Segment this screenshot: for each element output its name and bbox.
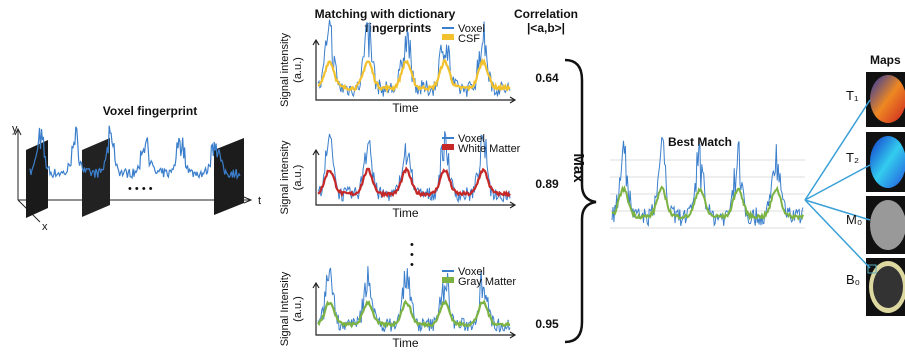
legend-entry: White Matter	[458, 143, 521, 155]
correlation: 0.64	[535, 71, 559, 85]
voxel-signal	[612, 138, 803, 226]
ellipsis: • • • •	[128, 183, 153, 195]
x-label: Time	[392, 336, 419, 350]
y-label: Signal intensity	[279, 140, 291, 214]
legend-swatch	[442, 277, 454, 283]
map-label: M₀	[846, 212, 862, 227]
legend-swatch	[442, 34, 454, 40]
map-images	[866, 72, 905, 316]
correlation: 0.89	[535, 177, 559, 191]
y-label: Signal Intensity	[279, 271, 291, 346]
y-label: Signal intensity	[279, 33, 291, 107]
match-signal	[318, 60, 510, 90]
figure: Voxel fingerprint y x t • • • • Matching…	[0, 0, 905, 356]
connectors	[805, 100, 870, 268]
map-label: T₂	[846, 150, 859, 165]
x-label: Time	[392, 206, 419, 220]
x-label: Time	[392, 101, 419, 115]
map-label: T₁	[846, 88, 859, 103]
vertical-ellipsis: •••	[410, 239, 414, 271]
max-label: Max	[570, 153, 587, 183]
axis-y: y	[12, 123, 18, 135]
matching-title: Matching with dictionary	[315, 7, 456, 21]
y-label: (a.u.)	[292, 296, 304, 322]
matching-title: fingerprints	[365, 21, 432, 35]
voxel-signal	[30, 126, 240, 178]
match-signal	[612, 187, 803, 218]
maps-title: Maps	[870, 53, 901, 67]
y-label: (a.u.)	[292, 165, 304, 191]
correlation-title: Correlation	[514, 7, 578, 21]
correlation: 0.95	[535, 317, 559, 331]
brace	[565, 60, 596, 342]
y-label: (a.u.)	[292, 57, 304, 83]
axis-x: x	[42, 221, 48, 233]
legend-entry: CSF	[458, 33, 480, 45]
correlation-formula: |<a,b>|	[527, 21, 565, 35]
legend-swatch	[442, 144, 454, 150]
map-label: B₀	[846, 272, 860, 287]
voxel-title: Voxel fingerprint	[103, 104, 197, 118]
legend-entry: Gray Matter	[458, 276, 516, 288]
axis-t: t	[258, 195, 261, 207]
